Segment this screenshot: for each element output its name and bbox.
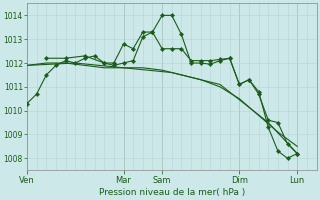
- X-axis label: Pression niveau de la mer( hPa ): Pression niveau de la mer( hPa ): [99, 188, 245, 197]
